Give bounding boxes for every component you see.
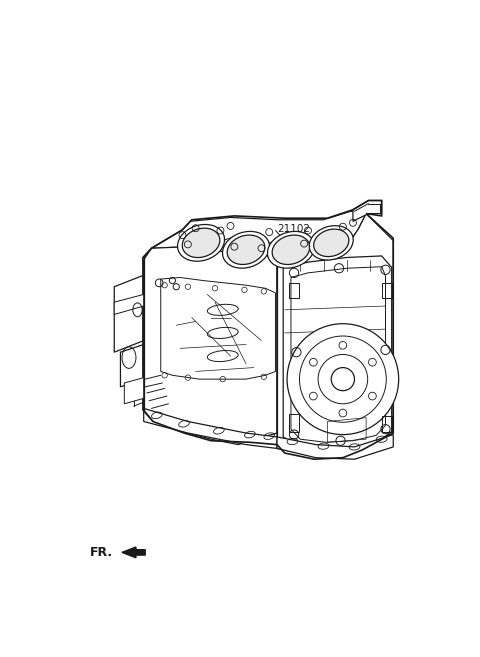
- Polygon shape: [277, 434, 393, 459]
- Polygon shape: [283, 256, 392, 450]
- Ellipse shape: [223, 231, 269, 268]
- Ellipse shape: [272, 235, 310, 265]
- Text: 21102: 21102: [277, 224, 310, 234]
- Ellipse shape: [227, 235, 265, 265]
- Polygon shape: [353, 200, 382, 221]
- Polygon shape: [120, 344, 144, 387]
- Polygon shape: [144, 409, 277, 449]
- Polygon shape: [114, 275, 144, 352]
- Polygon shape: [265, 214, 393, 456]
- Polygon shape: [152, 212, 366, 254]
- Ellipse shape: [267, 231, 314, 268]
- FancyArrow shape: [122, 547, 145, 558]
- Ellipse shape: [182, 228, 220, 258]
- Polygon shape: [124, 378, 144, 404]
- Polygon shape: [114, 294, 144, 315]
- Text: FR.: FR.: [89, 546, 113, 559]
- Ellipse shape: [309, 225, 353, 260]
- Ellipse shape: [313, 229, 349, 257]
- Polygon shape: [144, 246, 277, 445]
- Ellipse shape: [178, 225, 225, 261]
- Ellipse shape: [287, 324, 399, 434]
